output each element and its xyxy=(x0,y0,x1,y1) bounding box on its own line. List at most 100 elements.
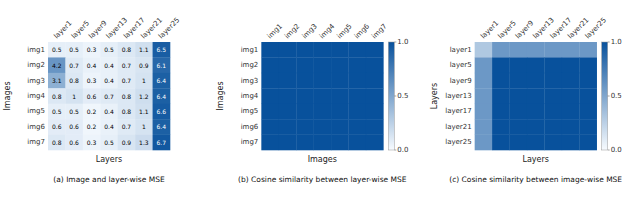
data-label: 0.8 xyxy=(122,93,132,100)
data-label: 1.1 xyxy=(139,46,149,53)
cell xyxy=(510,57,528,73)
cell xyxy=(48,73,66,89)
cell xyxy=(510,88,528,104)
cell xyxy=(100,57,118,73)
cell xyxy=(492,73,510,89)
caption: (a) Image and layer-wise MSE xyxy=(53,175,165,184)
cell xyxy=(579,104,597,120)
cell xyxy=(100,88,118,104)
x-tick-label: layer5 xyxy=(497,19,518,40)
data-label: 4.2 xyxy=(52,62,62,69)
heatmap-panel: layer1layer5layer9layer13layer17layer21l… xyxy=(430,16,623,184)
cell xyxy=(296,135,314,151)
cell-labels: 0.50.50.30.50.81.16.54.20.70.40.40.70.96… xyxy=(52,46,166,146)
cell xyxy=(331,57,349,73)
cell xyxy=(261,135,279,151)
cell xyxy=(314,73,332,89)
cell xyxy=(562,104,580,120)
y-tick-label: img6 xyxy=(241,123,259,131)
data-label: 0.5 xyxy=(69,46,79,53)
cell xyxy=(510,42,528,58)
y-tick-label: img7 xyxy=(27,138,45,146)
cell xyxy=(153,73,171,89)
color-bar-tick-label: 0.0 xyxy=(397,146,408,154)
heatmap-panel: img1img2img3img4img5img6img7img1img2img3… xyxy=(216,22,408,184)
cells xyxy=(475,42,597,150)
cell xyxy=(579,57,597,73)
cell xyxy=(135,42,153,58)
cell xyxy=(296,88,314,104)
data-label: 1 xyxy=(142,123,146,130)
cell xyxy=(562,119,580,135)
cell xyxy=(544,57,562,73)
data-label: 0.4 xyxy=(104,77,114,84)
x-tick-label: img4 xyxy=(318,22,337,41)
cell xyxy=(153,88,171,104)
cell xyxy=(527,73,545,89)
y-tick-label: img1 xyxy=(241,46,259,54)
cell xyxy=(510,104,528,120)
cell xyxy=(527,119,545,135)
cell xyxy=(296,42,314,58)
cell xyxy=(100,119,118,135)
cell xyxy=(544,104,562,120)
y-tick-label: layer13 xyxy=(445,92,471,100)
cell xyxy=(118,88,136,104)
cell xyxy=(562,42,580,58)
x-tick-label: img3 xyxy=(301,22,319,40)
cell xyxy=(562,88,580,104)
cell xyxy=(261,57,279,73)
cell xyxy=(527,104,545,120)
y-axis-label: Images xyxy=(216,81,225,110)
cell xyxy=(83,73,101,89)
cell xyxy=(562,73,580,89)
cell xyxy=(100,73,118,89)
data-label: 6.6 xyxy=(157,108,167,115)
cell xyxy=(475,119,493,135)
cell xyxy=(314,104,332,120)
x-tick-label: layer9 xyxy=(514,19,535,40)
cell xyxy=(48,119,66,135)
cell xyxy=(83,57,101,73)
cell xyxy=(83,119,101,135)
cell xyxy=(544,73,562,89)
color-bar-tick-label: 0.5 xyxy=(611,92,622,100)
data-label: 0.3 xyxy=(87,46,97,53)
cell xyxy=(579,119,597,135)
data-label: 0.7 xyxy=(122,123,132,130)
cell xyxy=(492,104,510,120)
cell xyxy=(118,73,136,89)
caption: (b) Cosine similarity between layer-wise… xyxy=(238,175,407,184)
data-label: 0.4 xyxy=(104,108,114,115)
y-tick-label: layer21 xyxy=(445,123,471,131)
cell xyxy=(153,104,171,120)
cell xyxy=(475,42,493,58)
y-tick-label: layer5 xyxy=(450,61,472,69)
cell xyxy=(118,135,136,151)
cell xyxy=(475,57,493,73)
cell xyxy=(100,42,118,58)
cell xyxy=(135,57,153,73)
y-tick-label: img7 xyxy=(241,138,259,146)
cell xyxy=(544,135,562,151)
data-label: 6.4 xyxy=(157,77,167,84)
x-tick-label: layer25 xyxy=(584,16,608,40)
cell xyxy=(527,135,545,151)
cell xyxy=(348,57,366,73)
data-label: 0.8 xyxy=(52,93,62,100)
color-bar-tick xyxy=(394,96,396,97)
cell xyxy=(366,88,384,104)
cell xyxy=(153,135,171,151)
cell xyxy=(83,135,101,151)
x-axis-label: Images xyxy=(308,155,337,164)
cell xyxy=(544,42,562,58)
color-bar-tick xyxy=(394,42,396,43)
color-bar-tick-label: 1.0 xyxy=(397,38,408,46)
data-label: 0.5 xyxy=(52,108,62,115)
cell xyxy=(579,88,597,104)
cell xyxy=(348,104,366,120)
y-tick-label: img2 xyxy=(27,61,45,69)
data-label: 0.5 xyxy=(104,46,114,53)
cell xyxy=(65,119,83,135)
cell xyxy=(314,88,332,104)
